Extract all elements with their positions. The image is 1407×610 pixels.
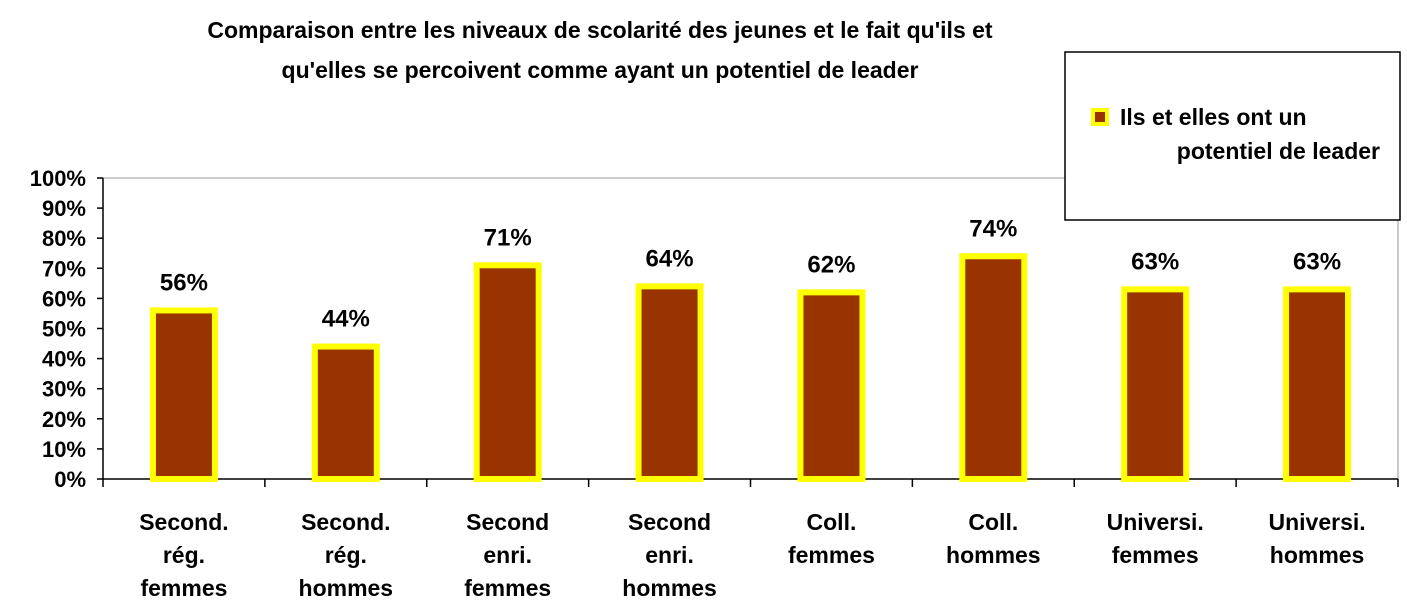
data-label: 44% xyxy=(322,306,370,333)
plot-area xyxy=(102,177,1399,480)
y-tick-label: 20% xyxy=(42,407,86,432)
x-tick-label: Second. rég. hommes xyxy=(299,509,394,601)
legend-label: Ils et elles ont un potentiel de leader xyxy=(1120,104,1380,164)
x-tick-label: Coll. hommes xyxy=(946,509,1041,568)
data-label: 71% xyxy=(484,224,532,251)
y-tick-label: 40% xyxy=(42,347,86,372)
bar xyxy=(797,289,866,482)
bar xyxy=(959,253,1028,483)
chart-title: qu'elles se percoivent comme ayant un po… xyxy=(282,57,919,83)
x-tick-label: Second. rég. femmes xyxy=(139,509,228,601)
x-tick-label: Universi. hommes xyxy=(1268,509,1365,568)
legend-swatch xyxy=(1091,108,1109,126)
x-tick-label: Coll. femmes xyxy=(788,509,875,568)
data-label: 64% xyxy=(646,245,694,272)
y-tick-label: 30% xyxy=(42,377,86,402)
x-tick-label: Second enri. hommes xyxy=(622,509,717,601)
y-tick-label: 90% xyxy=(42,196,86,221)
data-label: 63% xyxy=(1131,248,1179,275)
data-label: 74% xyxy=(969,215,1017,242)
x-tick-label: Second enri. femmes xyxy=(464,509,551,601)
y-tick-label: 60% xyxy=(42,286,86,311)
y-tick-label: 50% xyxy=(42,317,86,342)
bar xyxy=(1283,286,1352,482)
chart-title: Comparaison entre les niveaux de scolari… xyxy=(207,17,993,43)
y-tick-label: 80% xyxy=(42,226,86,251)
x-tick-label: Universi. femmes xyxy=(1107,509,1204,568)
bar xyxy=(635,283,704,482)
y-tick-label: 0% xyxy=(54,467,86,492)
bar xyxy=(473,262,542,483)
bar xyxy=(149,307,218,482)
data-label: 63% xyxy=(1293,248,1341,275)
y-tick-label: 100% xyxy=(30,166,86,191)
legend-box xyxy=(1064,51,1401,221)
data-label: 56% xyxy=(160,269,208,296)
y-tick-label: 10% xyxy=(42,437,86,462)
data-label: 62% xyxy=(807,251,855,278)
bar xyxy=(311,343,380,482)
y-tick-label: 70% xyxy=(42,256,86,281)
bar xyxy=(1121,286,1190,482)
